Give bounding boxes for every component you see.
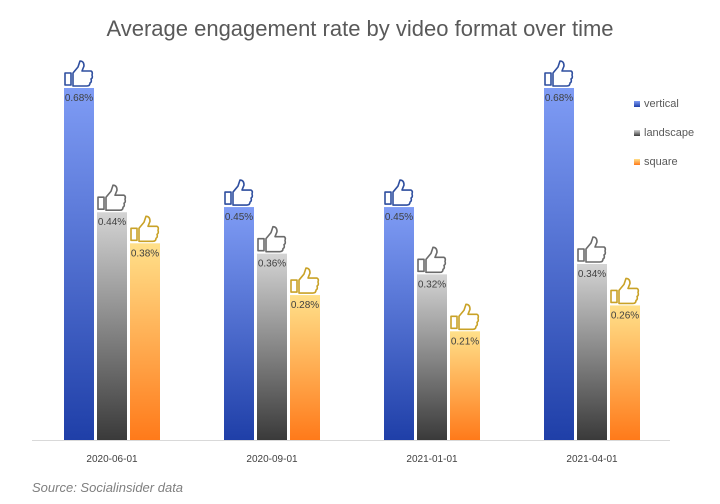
thumbs-up-icon: [130, 215, 160, 243]
legend-label: landscape: [644, 127, 695, 139]
thumbs-up-icon: [450, 303, 480, 331]
data-label: 0.21%: [451, 336, 479, 347]
thumbs-up-icon: [417, 246, 447, 274]
data-label: 0.34%: [578, 269, 606, 280]
thumbs-up-icon: [610, 277, 640, 305]
bar-vertical: [544, 88, 574, 440]
legend-label: vertical: [644, 98, 679, 110]
bar-vertical: [224, 207, 254, 440]
data-label: 0.44%: [98, 217, 126, 228]
x-tick-label: 2021-04-01: [566, 454, 618, 465]
chart-title: Average engagement rate by video format …: [106, 16, 614, 41]
bar-landscape: [97, 212, 127, 440]
thumbs-up-icon: [544, 60, 574, 87]
thumbs-up-icon: [290, 267, 320, 294]
bar-vertical: [384, 207, 414, 440]
data-label: 0.68%: [545, 93, 573, 104]
legend-swatch: [634, 130, 640, 136]
bar-square: [610, 305, 640, 440]
data-label: 0.26%: [611, 310, 639, 321]
legend-item-landscape: landscape: [634, 127, 694, 139]
bar-square: [450, 331, 480, 440]
bar-landscape: [417, 274, 447, 440]
data-label: 0.36%: [258, 259, 286, 270]
thumbs-up-icon: [64, 60, 94, 87]
data-label: 0.45%: [385, 212, 413, 223]
bar-landscape: [577, 264, 607, 440]
thumbs-up-icon: [224, 179, 254, 206]
thumbs-up-icon: [384, 179, 414, 206]
data-label: 0.68%: [65, 93, 93, 104]
legend-swatch: [634, 159, 640, 165]
data-label: 0.45%: [225, 212, 253, 223]
x-tick-label: 2021-01-01: [406, 454, 458, 465]
x-tick-label: 2020-09-01: [246, 454, 298, 465]
legend-item-square: square: [634, 156, 678, 168]
legend-label: square: [644, 156, 678, 168]
data-label: 0.28%: [291, 300, 319, 311]
thumbs-up-icon: [257, 225, 287, 253]
data-label: 0.32%: [418, 279, 446, 290]
bar-vertical: [64, 88, 94, 440]
thumbs-up-icon: [97, 184, 127, 212]
source-note: Source: Socialinsider data: [32, 480, 184, 495]
data-label: 0.38%: [131, 248, 159, 259]
bar-landscape: [257, 253, 287, 440]
legend-swatch: [634, 101, 640, 107]
legend-item-vertical: vertical: [634, 98, 679, 110]
bar-square: [290, 295, 320, 440]
thumbs-up-icon: [577, 236, 607, 263]
x-tick-label: 2020-06-01: [86, 454, 138, 465]
bar-square: [130, 243, 160, 440]
